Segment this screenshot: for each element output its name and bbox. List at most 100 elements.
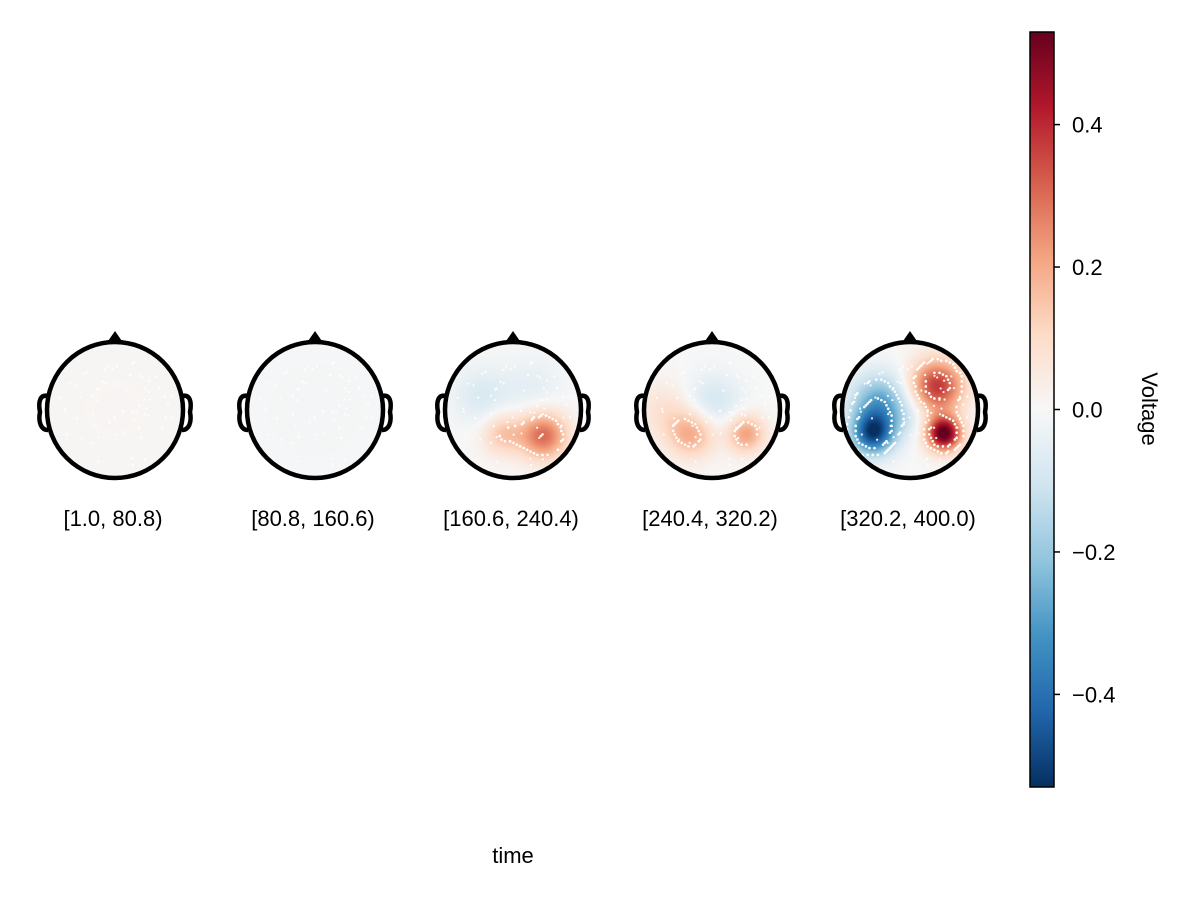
contour-dot [917,366,921,369]
electrode-marker [535,426,539,429]
contour-dot [936,450,940,453]
electrode-marker [321,409,325,412]
electrode-marker [744,390,747,394]
electrode-marker [896,380,899,383]
contour-dot [740,422,743,426]
contour-dot [929,426,933,429]
colorbar-gradient [1029,31,1055,788]
electrode-marker [870,417,874,420]
electrode-marker [304,382,307,385]
contour-dot [914,374,917,378]
electrode-marker [683,371,686,374]
contour-dot [931,439,934,443]
contour-dot [529,450,532,453]
contour-dot [888,385,892,388]
electrode-marker [935,436,938,440]
electrode-marker [79,396,82,399]
contour-dot [883,441,887,445]
contour-dot [847,415,851,419]
contour-dot [900,403,904,407]
contour-dot [902,417,905,421]
electrode-marker [279,396,282,399]
contour-dot [554,419,558,422]
electrode-marker [495,460,498,463]
contour-dot [922,402,926,405]
electrode-marker [906,368,909,371]
electrode-marker [292,413,295,416]
electrode-marker [661,407,664,410]
electrode-marker [490,413,493,416]
electrode-marker [942,390,945,394]
panel-time-label: [1.0, 80.8) [63,506,162,531]
electrode-marker [92,413,95,416]
contour-dot [755,433,759,436]
electrode-marker [728,362,731,365]
topoplot-panel: [240.4, 320.2) [634,331,790,531]
electrode-marker [933,374,936,377]
electrode-marker [909,433,912,436]
electrode-marker [694,436,697,439]
electrode-marker [361,426,364,429]
electrode-marker [121,409,125,412]
contour-dot [915,368,919,371]
electrode-marker [466,382,469,385]
electrode-marker [484,371,487,374]
electrode-marker [161,426,164,429]
electrode-marker [145,407,148,410]
electrode-marker [899,382,902,385]
electrode-marker [91,394,94,397]
electrode-marker [65,433,68,436]
electrode-marker [364,416,367,419]
electrode-marker [297,436,300,439]
contour-dot [854,393,857,397]
contour-dot [924,405,928,409]
contour-dot [941,445,945,448]
contour-dot [750,422,754,426]
contour-dot [951,419,955,422]
left-ear [37,393,49,433]
electrode-marker [163,395,167,398]
electrode-marker [938,458,942,461]
electrode-marker [672,417,676,420]
electrode-marker [530,419,533,422]
electrode-marker [740,413,744,416]
contour-dot [914,390,917,393]
electrode-marker [311,368,314,371]
electrode-marker [314,433,317,436]
electrode-marker [680,372,683,375]
contour-dot [945,359,948,363]
electrode-marker [541,398,544,402]
electrode-marker [355,375,358,378]
electrode-marker [143,458,147,461]
contour-dot [890,419,893,422]
electrode-marker [671,384,674,387]
electrode-marker [340,436,343,440]
contour-dot [885,450,888,453]
electrode-marker [74,384,77,387]
electrode-marker [155,375,158,378]
contour-dot [892,443,895,446]
electrode-marker [538,436,541,440]
x-axis-label: time [492,843,534,868]
electrode-marker [927,361,931,364]
electrode-marker [341,376,344,379]
electrode-marker [734,426,738,429]
contour-dot [755,427,759,431]
electrode-marker [137,404,141,407]
electrode-marker [315,365,319,368]
electrode-marker [268,382,271,385]
contour-dot [862,405,866,409]
contour-dot [898,431,902,434]
left-ear [237,393,249,433]
electrode-marker [545,414,548,417]
electrode-marker [171,395,174,398]
contour-dot [958,397,962,400]
electrode-marker [568,416,572,419]
electrode-marker [348,398,351,401]
contour-dot [900,409,904,412]
colorbar: 0.4 0.2 0.0 −0.2 −0.4 Voltage [1029,31,1162,788]
electrode-marker [691,424,694,427]
electrode-marker [303,368,306,372]
electrode-marker [545,390,548,394]
electrode-marker [265,433,268,436]
